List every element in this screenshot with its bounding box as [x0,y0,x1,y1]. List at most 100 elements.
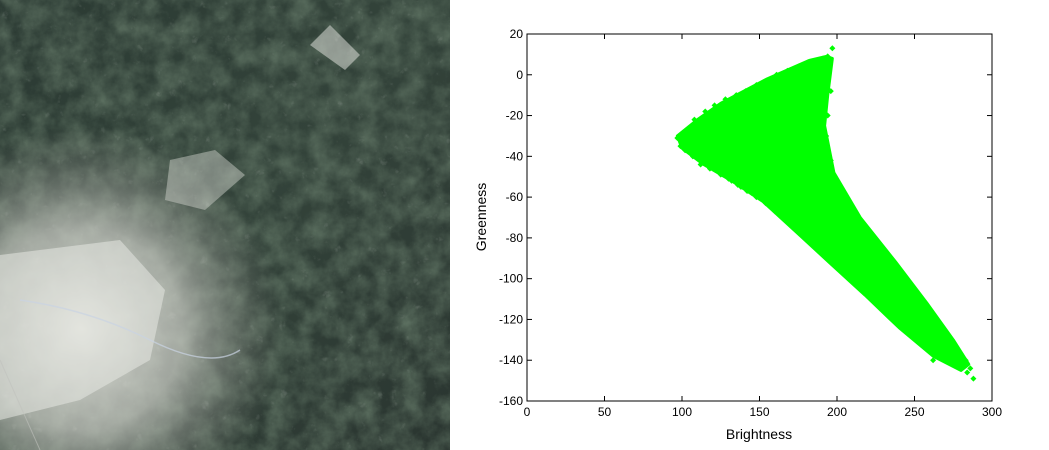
scatter-point [846,271,853,278]
scatter-point [744,187,751,194]
scatter-point [874,296,881,303]
scatter-point [849,206,856,213]
scatter-point [872,283,879,290]
scatter-point [674,134,681,141]
scatter-point [919,324,926,331]
scatter-point [841,251,848,258]
scatter-point [682,147,689,154]
scatter-point [841,194,848,201]
scatter-point [711,102,718,109]
scatter-point [824,112,831,119]
scatter-point [947,355,954,362]
x-tick-label: 200 [827,405,847,419]
scatter-point [827,255,834,262]
y-tick-label: -80 [506,231,524,245]
scatter-point [733,92,740,99]
scatter-point [962,357,969,364]
scatter-point [827,157,834,164]
scatter-point [689,153,696,160]
scatter-point [809,238,816,245]
scatter-point [725,175,732,182]
scatter-point [742,88,749,95]
scatter-point [741,132,747,139]
scatter-point [768,202,775,209]
x-tick-label: 0 [524,405,531,419]
scatter-point [706,163,713,170]
scatter-point [734,181,741,188]
x-tick-label: 300 [982,405,1002,419]
y-tick-label: -140 [499,353,523,367]
scatter-point [823,132,830,139]
scatter-point [677,143,684,150]
scatter-point [803,132,809,139]
y-tick-label: -20 [506,109,524,123]
scatter-points [674,45,977,382]
scatter-point [933,320,940,327]
scatter-point [764,77,771,84]
scatter-point [855,279,862,286]
scatter-point [896,271,902,278]
scatter-point [829,45,836,52]
scatter-point [886,259,893,266]
scatter-point [903,306,910,313]
scatter-point [772,208,778,215]
scatter-point [834,177,840,184]
scatter-point [954,361,961,368]
scatter-point [857,259,864,266]
scatter-point-cloud [675,54,971,372]
scatter-point [799,232,806,239]
y-tick-label: -120 [499,312,523,326]
scatter-point [964,369,971,376]
scatter-point [679,130,685,137]
y-axis-title: Greenness [473,183,489,251]
x-tick-label: 250 [904,405,924,419]
scatter-point [818,247,825,254]
scatter-point [781,216,788,223]
scatter-point [790,214,797,221]
scatter-point [784,67,791,74]
scatter-point [896,296,902,303]
scatter-point [686,124,693,131]
scatter-point [748,190,755,197]
scatter-point [810,194,817,201]
scatter-point [927,332,933,339]
scatter-point [914,296,921,303]
scatter-point [820,55,827,62]
scatter-point [892,312,899,319]
scatter-point [787,92,794,99]
scatter-point [858,218,865,225]
x-tick-label: 50 [598,405,612,419]
scatter-point [877,247,884,254]
scatter-point [827,88,834,95]
scatter-point [868,234,875,241]
scatter-point [911,328,918,335]
y-tick-label: -160 [499,394,523,408]
scatter-point [728,177,735,184]
scatter-point [759,196,766,203]
scatter-point [697,157,704,164]
scatter-point [756,112,763,119]
scatter-point [810,226,817,233]
scatter-point [942,342,949,349]
scatter-point [942,332,949,339]
scatter-point [688,151,695,158]
scatter-chart: 0 50 100 150 200 250 300200-20-40-60-80-100-12… [473,27,1002,442]
scatter-point [865,287,871,294]
scatter-point [773,71,780,78]
scatter-point [902,320,909,327]
y-tick-label: -100 [499,272,523,286]
y-tick-label: -40 [506,149,524,163]
y-tick-label: 20 [510,27,524,41]
scatter-point [939,349,946,356]
scatter-point [722,96,729,103]
scatter-point [888,300,895,307]
scatter-point [923,308,930,315]
scatter-point [756,163,763,170]
x-axis-title: Brightness [726,426,792,442]
scatter-point [697,161,704,168]
satellite-terrain-image [0,0,450,450]
scatter-point [834,214,840,221]
scatter-point [930,357,937,364]
scatter-point [753,194,760,201]
